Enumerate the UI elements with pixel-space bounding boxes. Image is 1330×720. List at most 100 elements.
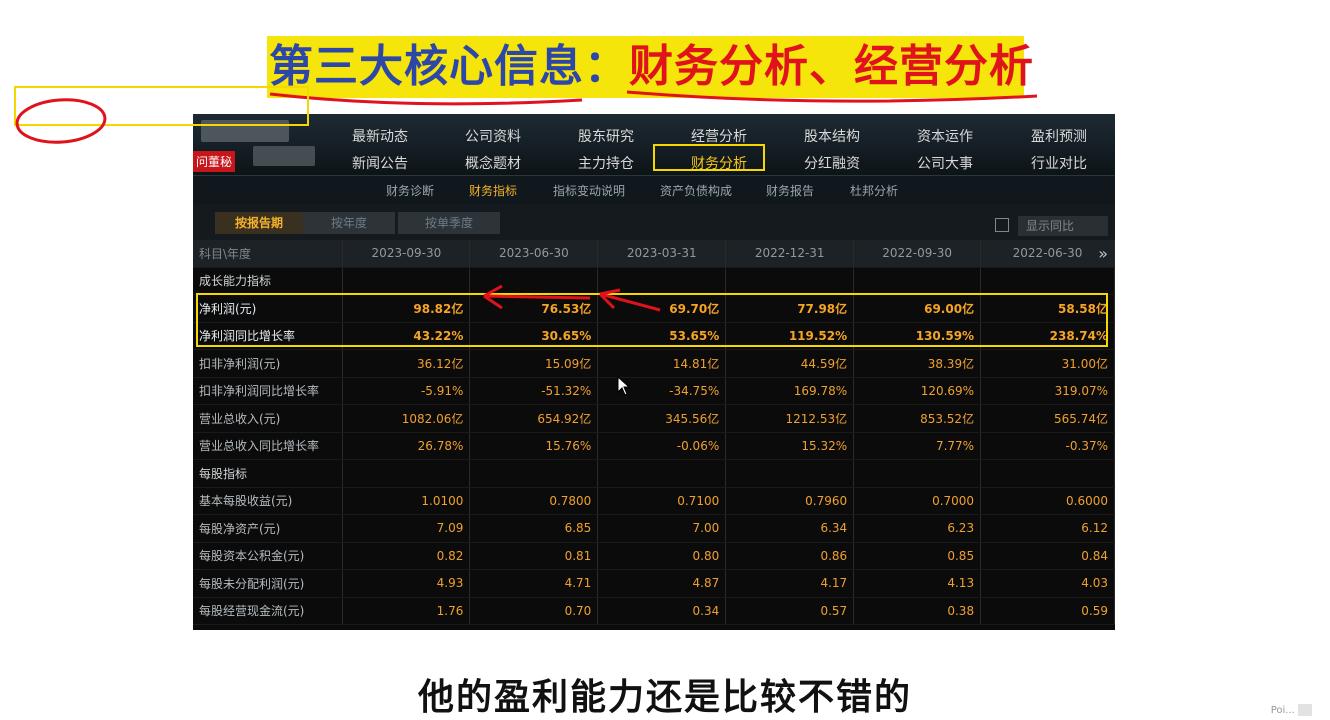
value-cell: 0.7960 [725, 487, 855, 515]
nav-concept-themes[interactable]: 概念题材 [465, 156, 521, 172]
value-cell: 0.38 [853, 597, 982, 625]
value-cell: 38.39亿 [853, 349, 982, 378]
value-cell [980, 459, 1115, 488]
financial-analysis-highlight-box [653, 144, 765, 171]
nav-capital-operation[interactable]: 资本运作 [917, 129, 973, 145]
value-cell: 319.07% [980, 377, 1115, 405]
nav-company-profile[interactable]: 公司资料 [465, 129, 521, 145]
nav-latest-news[interactable]: 最新动态 [352, 129, 408, 145]
value-cell: 1.76 [342, 597, 471, 625]
nav-main-holdings[interactable]: 主力持仓 [578, 156, 634, 172]
date-column-header[interactable]: 2023-09-30 [342, 240, 471, 268]
subnav-balance-composition[interactable]: 资产负债构成 [660, 184, 733, 198]
table-row: 每股净资产(元) 7.09 6.85 7.00 6.34 6.23 6.12 [193, 514, 1115, 543]
value-cell: 169.78% [725, 377, 855, 405]
nav-industry-compare[interactable]: 行业对比 [1031, 156, 1087, 172]
nav-operation-analysis[interactable]: 经营分析 [691, 129, 747, 145]
value-cell: 98.82亿 [342, 294, 471, 323]
sub-nav: 财务诊断 财务指标 指标变动说明 资产负债构成 财务报告 杜邦分析 [193, 175, 1115, 204]
value-cell: 120.69% [853, 377, 982, 405]
show-yoy-toggle[interactable]: 显示同比 [1018, 216, 1108, 236]
table-row: 净利润(元) 98.82亿 76.53亿 69.70亿 77.98亿 69.00亿 58.5… [193, 294, 1115, 323]
period-buttons-highlight-box [14, 86, 309, 126]
video-subtitle: 他的盈利能力还是比较不错的 [417, 677, 912, 718]
show-yoy-checkbox[interactable] [995, 218, 1009, 232]
value-cell: 0.81 [469, 542, 599, 570]
next-columns-icon[interactable]: » [1098, 244, 1108, 263]
section-header-row: 每股指标 [193, 459, 1115, 488]
nav-profit-forecast[interactable]: 盈利预测 [1031, 129, 1087, 145]
value-cell: 7.77% [853, 432, 982, 460]
value-cell: 36.12亿 [342, 349, 471, 378]
subnav-financial-report[interactable]: 财务报告 [766, 184, 815, 198]
value-cell [725, 267, 855, 295]
table-row: 营业总收入(元) 1082.06亿 654.92亿 345.56亿 1212.53亿 85… [193, 404, 1115, 433]
value-cell: 14.81亿 [597, 349, 727, 378]
subnav-dupont-analysis[interactable]: 杜邦分析 [850, 184, 899, 198]
headline-underline [269, 90, 1038, 106]
value-cell: 0.7000 [853, 487, 982, 515]
nav-equity-structure[interactable]: 股本结构 [804, 129, 860, 145]
header-label: 科目\年度 [193, 240, 344, 268]
date-column-header[interactable]: 2022-09-30 [853, 240, 982, 268]
table-row: 基本每股收益(元) 1.0100 0.7800 0.7100 0.7960 0.7000 0… [193, 487, 1115, 515]
ask-secretary-badge[interactable]: 问董秘 [193, 151, 236, 172]
value-cell: 15.32% [725, 432, 855, 460]
value-cell: 15.76% [469, 432, 599, 460]
value-cell [342, 459, 471, 488]
row-label: 每股指标 [193, 459, 344, 488]
value-cell: 6.34 [725, 514, 855, 543]
value-cell [980, 267, 1115, 295]
value-cell: 69.00亿 [853, 294, 982, 323]
value-cell: 0.82 [342, 542, 471, 570]
date-column-header[interactable]: 2022-06-30 » [980, 240, 1115, 268]
date-column-header[interactable]: 2023-03-31 [597, 240, 727, 268]
value-cell: 58.58亿 [980, 294, 1115, 323]
net-profit-highlight-box [196, 293, 1108, 347]
row-label: 营业总收入同比增长率 [193, 432, 344, 460]
table-row: 扣非净利润(元) 36.12亿 15.09亿 14.81亿 44.59亿 38.39亿 31… [193, 349, 1115, 378]
row-label: 营业总收入(元) [193, 404, 344, 433]
value-cell: 0.70 [469, 597, 599, 625]
value-cell: 4.17 [725, 569, 855, 598]
value-cell: 565.74亿 [980, 404, 1115, 433]
date-label: 2022-06-30 [1012, 246, 1083, 261]
value-cell [469, 459, 599, 488]
nav-shareholder-research[interactable]: 股东研究 [578, 129, 634, 145]
subnav-indicator-change[interactable]: 指标变动说明 [553, 184, 626, 198]
subnav-financial-diagnosis[interactable]: 财务诊断 [386, 184, 435, 198]
value-cell: 853.52亿 [853, 404, 982, 433]
by-quarter-button[interactable]: 按单季度 [398, 212, 500, 234]
value-cell: -0.06% [597, 432, 727, 460]
value-cell: 6.85 [469, 514, 599, 543]
value-cell: -51.32% [469, 377, 599, 405]
value-cell: 15.09亿 [469, 349, 599, 378]
watermark-logo [1298, 704, 1312, 716]
by-year-button[interactable]: 按年度 [303, 212, 395, 234]
table-row: 营业总收入同比增长率 26.78% 15.76% -0.06% 15.32% 7.77% -… [193, 432, 1115, 460]
top-nav: 问董秘 最新动态 公司资料 股东研究 经营分析 股本结构 资本运作 盈利预测 新… [193, 114, 1115, 175]
value-cell: 44.59亿 [725, 349, 855, 378]
headline-part-b: 财务分析、经营分析 [629, 41, 1034, 92]
comparison-arrows [483, 284, 661, 312]
row-label: 每股资本公积金(元) [193, 542, 344, 570]
value-cell: 4.93 [342, 569, 471, 598]
value-cell: 6.12 [980, 514, 1115, 543]
date-column-header[interactable]: 2022-12-31 [725, 240, 855, 268]
headline-banner: 第三大核心信息：财务分析、经营分析 [267, 36, 1033, 98]
subnav-financial-indicators[interactable]: 财务指标 [469, 184, 518, 198]
value-cell: 345.56亿 [597, 404, 727, 433]
nav-company-events[interactable]: 公司大事 [917, 156, 973, 172]
by-report-period-button[interactable]: 按报告期 [215, 212, 303, 234]
nav-financial-analysis[interactable]: 财务分析 [691, 156, 747, 172]
value-cell: 7.00 [597, 514, 727, 543]
watermark: Poi... [1271, 704, 1312, 716]
value-cell: 77.98亿 [725, 294, 855, 323]
financial-indicator-table: 科目\年度 2023-09-30 2023-06-30 2023-03-31 2022-… [193, 240, 1115, 625]
nav-news-announcements[interactable]: 新闻公告 [352, 156, 408, 172]
date-column-header[interactable]: 2023-06-30 [469, 240, 599, 268]
value-cell: 4.03 [980, 569, 1115, 598]
nav-dividend-financing[interactable]: 分红融资 [804, 156, 860, 172]
value-cell: 1082.06亿 [342, 404, 471, 433]
value-cell [597, 459, 727, 488]
